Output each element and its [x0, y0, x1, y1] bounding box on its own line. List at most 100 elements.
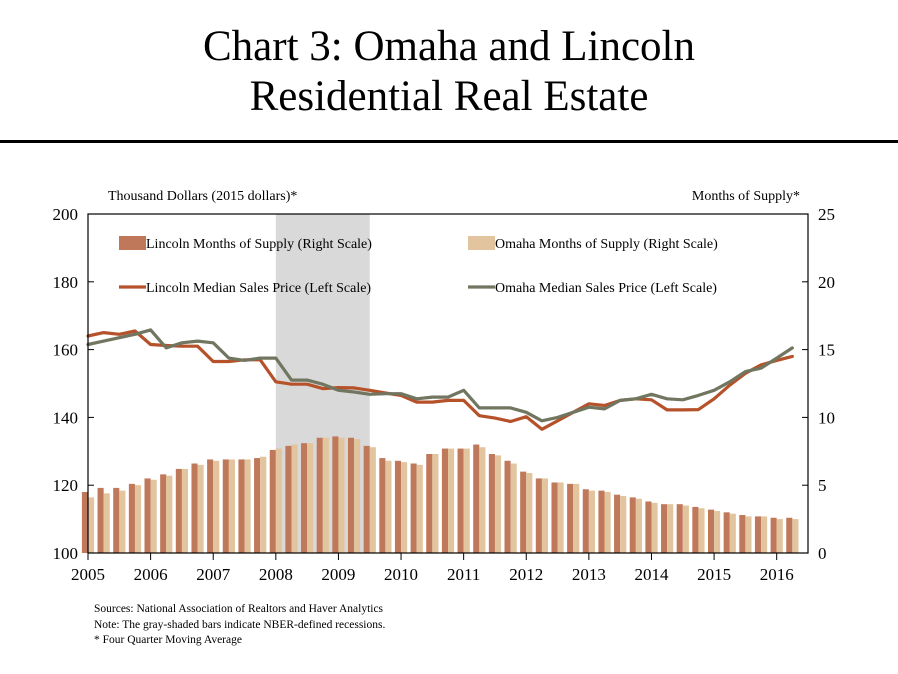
x-axis-tick-label: 2016: [760, 565, 794, 584]
omaha-supply-bar: [573, 483, 580, 553]
x-axis-tick-label: 2010: [384, 565, 418, 584]
left-axis-title: Thousand Dollars (2015 dollars)*: [108, 189, 297, 204]
omaha-supply-bar: [134, 485, 142, 553]
lincoln-supply-bar: [661, 504, 668, 553]
lincoln-supply-bar: [739, 515, 746, 553]
lincoln-supply-bar: [316, 437, 323, 553]
omaha-supply-bar: [714, 510, 721, 553]
lincoln-supply-bar: [692, 506, 699, 553]
x-axis-tick-label: 2015: [697, 565, 731, 584]
right-axis-tick-label: 15: [818, 341, 835, 360]
omaha-supply-bar: [792, 519, 799, 553]
omaha-supply-bar: [244, 459, 251, 553]
omaha-supply-bar: [776, 519, 783, 553]
omaha-supply-bar: [667, 504, 674, 553]
legend-lincoln-supply-swatch: [119, 236, 146, 250]
omaha-supply-bar: [119, 490, 126, 553]
bar-series-group: [81, 436, 799, 553]
omaha-supply-bar: [541, 478, 549, 553]
omaha-supply-bar: [432, 454, 439, 553]
omaha-supply-bar: [275, 448, 282, 553]
lincoln-supply-bar: [754, 516, 762, 553]
x-axis-tick-label: 2007: [196, 565, 231, 584]
left-axis-tick-label: 160: [53, 341, 79, 360]
lincoln-supply-bar: [175, 468, 182, 553]
chart-title: Chart 3: Omaha and Lincoln Residential R…: [0, 22, 898, 122]
omaha-supply-bar: [401, 462, 408, 553]
lincoln-supply-bar: [410, 463, 417, 553]
omaha-supply-bar: [635, 498, 642, 553]
omaha-supply-bar: [745, 516, 752, 553]
combo-chart: 100 120 140 160 180 200 0 5 10 15 20 25 2005 2006 2007…: [53, 189, 836, 584]
lincoln-supply-bar: [629, 497, 636, 553]
left-axis-tick-label: 200: [53, 205, 79, 224]
x-axis-tick-label: 2006: [134, 565, 168, 584]
chart-notes: Sources: National Association of Realtor…: [94, 602, 385, 649]
lincoln-supply-bar: [97, 487, 104, 553]
omaha-supply-bar: [322, 437, 329, 553]
lincoln-supply-bar: [301, 443, 308, 553]
right-axis-tick-label: 0: [818, 544, 827, 563]
omaha-supply-bar: [729, 513, 736, 553]
lincoln-supply-bar: [332, 436, 339, 553]
plot-frame: [87, 213, 809, 554]
lincoln-supply-bar: [707, 509, 715, 553]
lincoln-supply-bar: [347, 437, 355, 553]
x-axis-tick-label: 2014: [634, 565, 669, 584]
omaha-supply-bar: [150, 479, 157, 553]
omaha-supply-bar: [416, 464, 423, 553]
omaha-supply-bar: [463, 448, 470, 553]
omaha-supply-bar: [448, 448, 455, 553]
lincoln-supply-bar: [786, 517, 793, 553]
legend-omaha-supply-label: Omaha Months of Supply (Right Scale): [495, 237, 718, 252]
x-axis-tick-label: 2008: [259, 565, 293, 584]
left-axis-tick-label: 120: [53, 476, 79, 495]
lincoln-supply-bar: [457, 448, 464, 553]
sources-note: Sources: National Association of Realtor…: [94, 603, 384, 615]
x-axis-tick-label: 2011: [447, 565, 480, 584]
lincoln-supply-bar: [113, 487, 120, 553]
omaha-supply-bar: [557, 482, 564, 553]
omaha-supply-bar: [620, 496, 627, 553]
omaha-supply-bar: [291, 444, 298, 553]
lincoln-supply-bar: [582, 489, 589, 553]
lincoln-supply-bar: [504, 460, 511, 553]
left-axis-tick-label: 140: [53, 408, 79, 427]
lincoln-supply-bar: [488, 454, 495, 553]
omaha-supply-bar: [526, 472, 533, 553]
x-axis-tick-label: 2012: [509, 565, 543, 584]
omaha-supply-bar: [385, 460, 392, 553]
lincoln-supply-bar: [473, 444, 480, 553]
lincoln-supply-bar: [285, 445, 292, 553]
chart-title-line-2: Residential Real Estate: [249, 73, 649, 120]
omaha-supply-bar: [213, 460, 220, 553]
lincoln-supply-bar: [160, 474, 167, 553]
title-divider: [0, 140, 898, 143]
lincoln-supply-bar: [723, 512, 730, 553]
omaha-price-line: [86, 328, 794, 423]
omaha-supply-bar: [479, 447, 486, 553]
lincoln-supply-bar: [379, 458, 386, 553]
lincoln-supply-bar: [614, 494, 621, 553]
omaha-supply-bar: [510, 463, 517, 553]
omaha-supply-bar: [354, 439, 361, 553]
right-axis-tick-label: 25: [818, 205, 835, 224]
recession-note: Note: The gray-shaded bars indicate NBER…: [94, 618, 386, 631]
lincoln-supply-bar: [770, 517, 777, 553]
lincoln-supply-bar: [520, 471, 527, 553]
moving-average-footnote: * Four Quarter Moving Average: [94, 634, 242, 646]
lincoln-supply-bar: [222, 459, 229, 553]
omaha-supply-bar: [260, 456, 267, 553]
omaha-supply-bar: [228, 459, 235, 553]
lincoln-supply-bar: [535, 478, 542, 553]
left-axis-tick-label: 100: [53, 544, 79, 563]
lincoln-supply-bar: [81, 491, 88, 553]
omaha-supply-bar: [698, 508, 705, 553]
right-axis-tick-label: 10: [818, 408, 835, 427]
lincoln-supply-bar: [191, 463, 198, 553]
lincoln-supply-bar: [238, 459, 245, 553]
omaha-supply-bar: [181, 468, 189, 553]
omaha-supply-bar: [88, 497, 95, 553]
lincoln-supply-bar: [441, 448, 448, 553]
omaha-supply-bar: [197, 464, 204, 553]
